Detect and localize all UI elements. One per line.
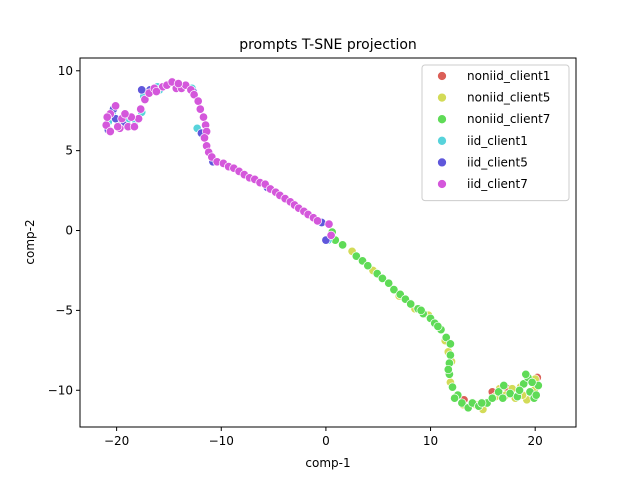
x-axis: −20 −10 0 10 20 bbox=[104, 427, 543, 448]
x-tick-label: −10 bbox=[209, 434, 234, 448]
legend-label: iid_client5 bbox=[467, 155, 528, 169]
point-noniid_client7-49 bbox=[527, 377, 537, 387]
point-noniid_client7-3 bbox=[351, 251, 361, 261]
x-axis-label: comp-1 bbox=[305, 456, 350, 470]
legend-label: iid_client7 bbox=[467, 177, 528, 191]
legend-marker bbox=[437, 135, 447, 146]
point-iid_client7-22 bbox=[198, 112, 209, 122]
point-iid_client7-2 bbox=[111, 101, 121, 111]
point-iid_client7-8 bbox=[136, 104, 146, 114]
y-tick-label: 10 bbox=[58, 64, 73, 78]
point-iid_client7-20 bbox=[193, 96, 203, 106]
legend-marker bbox=[437, 71, 447, 81]
legend-label: noniid_client1 bbox=[467, 69, 550, 83]
point-iid_client7-21 bbox=[195, 104, 205, 114]
x-tick-label: 10 bbox=[423, 434, 438, 448]
point-iid_client7-19 bbox=[189, 90, 199, 100]
legend: noniid_client1 noniid_client5 noniid_clien… bbox=[421, 64, 570, 202]
point-iid_client7-57 bbox=[102, 112, 112, 122]
y-axis: −10 −5 0 5 10 bbox=[48, 64, 80, 397]
point-iid_client7-7 bbox=[134, 114, 144, 124]
y-tick-label: −5 bbox=[55, 303, 73, 317]
series-noniid_client7 bbox=[327, 227, 543, 413]
y-tick-label: 0 bbox=[65, 224, 73, 238]
point-noniid_client7-46 bbox=[433, 321, 443, 331]
point-iid_client7-6 bbox=[129, 122, 139, 132]
point-noniid_client7-41 bbox=[514, 385, 525, 395]
point-iid_client7-53 bbox=[113, 122, 123, 132]
point-noniid_client7-32 bbox=[499, 380, 509, 391]
point-noniid_client7-47 bbox=[416, 305, 426, 315]
legend-frame bbox=[421, 64, 570, 202]
point-iid_client7-56 bbox=[173, 79, 183, 89]
point-iid_client7-49 bbox=[312, 216, 323, 226]
point-iid_client7-51 bbox=[326, 230, 336, 240]
point-noniid_client7-23 bbox=[447, 382, 458, 392]
point-noniid_client7-25 bbox=[457, 398, 467, 408]
point-iid_client7-9 bbox=[140, 94, 150, 105]
point-noniid_client7-42 bbox=[498, 393, 508, 403]
point-iid_client7-58 bbox=[120, 109, 130, 119]
legend-item-iid_client5: iid_client5 bbox=[437, 155, 528, 169]
point-noniid_client7-18 bbox=[441, 332, 451, 343]
legend-item-iid_client7: iid_client7 bbox=[437, 177, 528, 191]
series-iid_client7 bbox=[101, 77, 336, 240]
point-iid_client7-52 bbox=[105, 126, 115, 137]
point-noniid_client7-8 bbox=[384, 278, 394, 288]
legend-label: noniid_client7 bbox=[467, 112, 550, 126]
point-noniid_client7-45 bbox=[450, 393, 460, 403]
y-tick-label: 5 bbox=[65, 144, 73, 158]
point-iid_client7-50 bbox=[324, 219, 334, 229]
legend-marker bbox=[437, 157, 447, 168]
x-tick-label: 0 bbox=[322, 434, 330, 448]
legend-item-noniid_client1: noniid_client1 bbox=[437, 69, 550, 83]
x-tick-label: 20 bbox=[528, 434, 543, 448]
legend-label: iid_client1 bbox=[467, 134, 528, 148]
y-tick-label: −10 bbox=[48, 383, 73, 397]
point-noniid_client7-44 bbox=[443, 364, 453, 375]
point-noniid_client7-5 bbox=[363, 261, 373, 271]
point-noniid_client7-7 bbox=[377, 273, 387, 283]
point-noniid_client7-12 bbox=[406, 299, 416, 309]
legend-marker bbox=[437, 179, 447, 189]
legend-item-noniid_client7: noniid_client7 bbox=[437, 112, 550, 126]
point-noniid_client7-40 bbox=[521, 369, 531, 379]
point-noniid_client7-48 bbox=[531, 390, 541, 400]
legend-marker bbox=[437, 92, 447, 103]
point-noniid_client7-20 bbox=[445, 350, 455, 360]
point-noniid_client7-19 bbox=[445, 339, 455, 349]
plot-frame bbox=[79, 57, 577, 428]
y-axis-label: comp-2 bbox=[23, 219, 37, 264]
legend-label: noniid_client5 bbox=[467, 91, 550, 105]
point-noniid_client7-2 bbox=[338, 240, 348, 250]
legend-item-iid_client1: iid_client1 bbox=[437, 134, 528, 148]
point-noniid_client7-9 bbox=[389, 285, 399, 295]
chart-title: prompts T-SNE projection bbox=[239, 37, 417, 53]
point-iid_client7-25 bbox=[199, 133, 210, 143]
points-layer bbox=[101, 77, 543, 414]
x-tick-label: −20 bbox=[104, 434, 129, 448]
point-noniid_client7-30 bbox=[487, 393, 497, 403]
legend-marker bbox=[437, 114, 447, 125]
point-noniid_client7-31 bbox=[494, 387, 504, 397]
point-noniid_client7-43 bbox=[477, 398, 487, 408]
legend-item-noniid_client5: noniid_client5 bbox=[437, 91, 550, 105]
point-iid_client7-55 bbox=[151, 86, 161, 97]
